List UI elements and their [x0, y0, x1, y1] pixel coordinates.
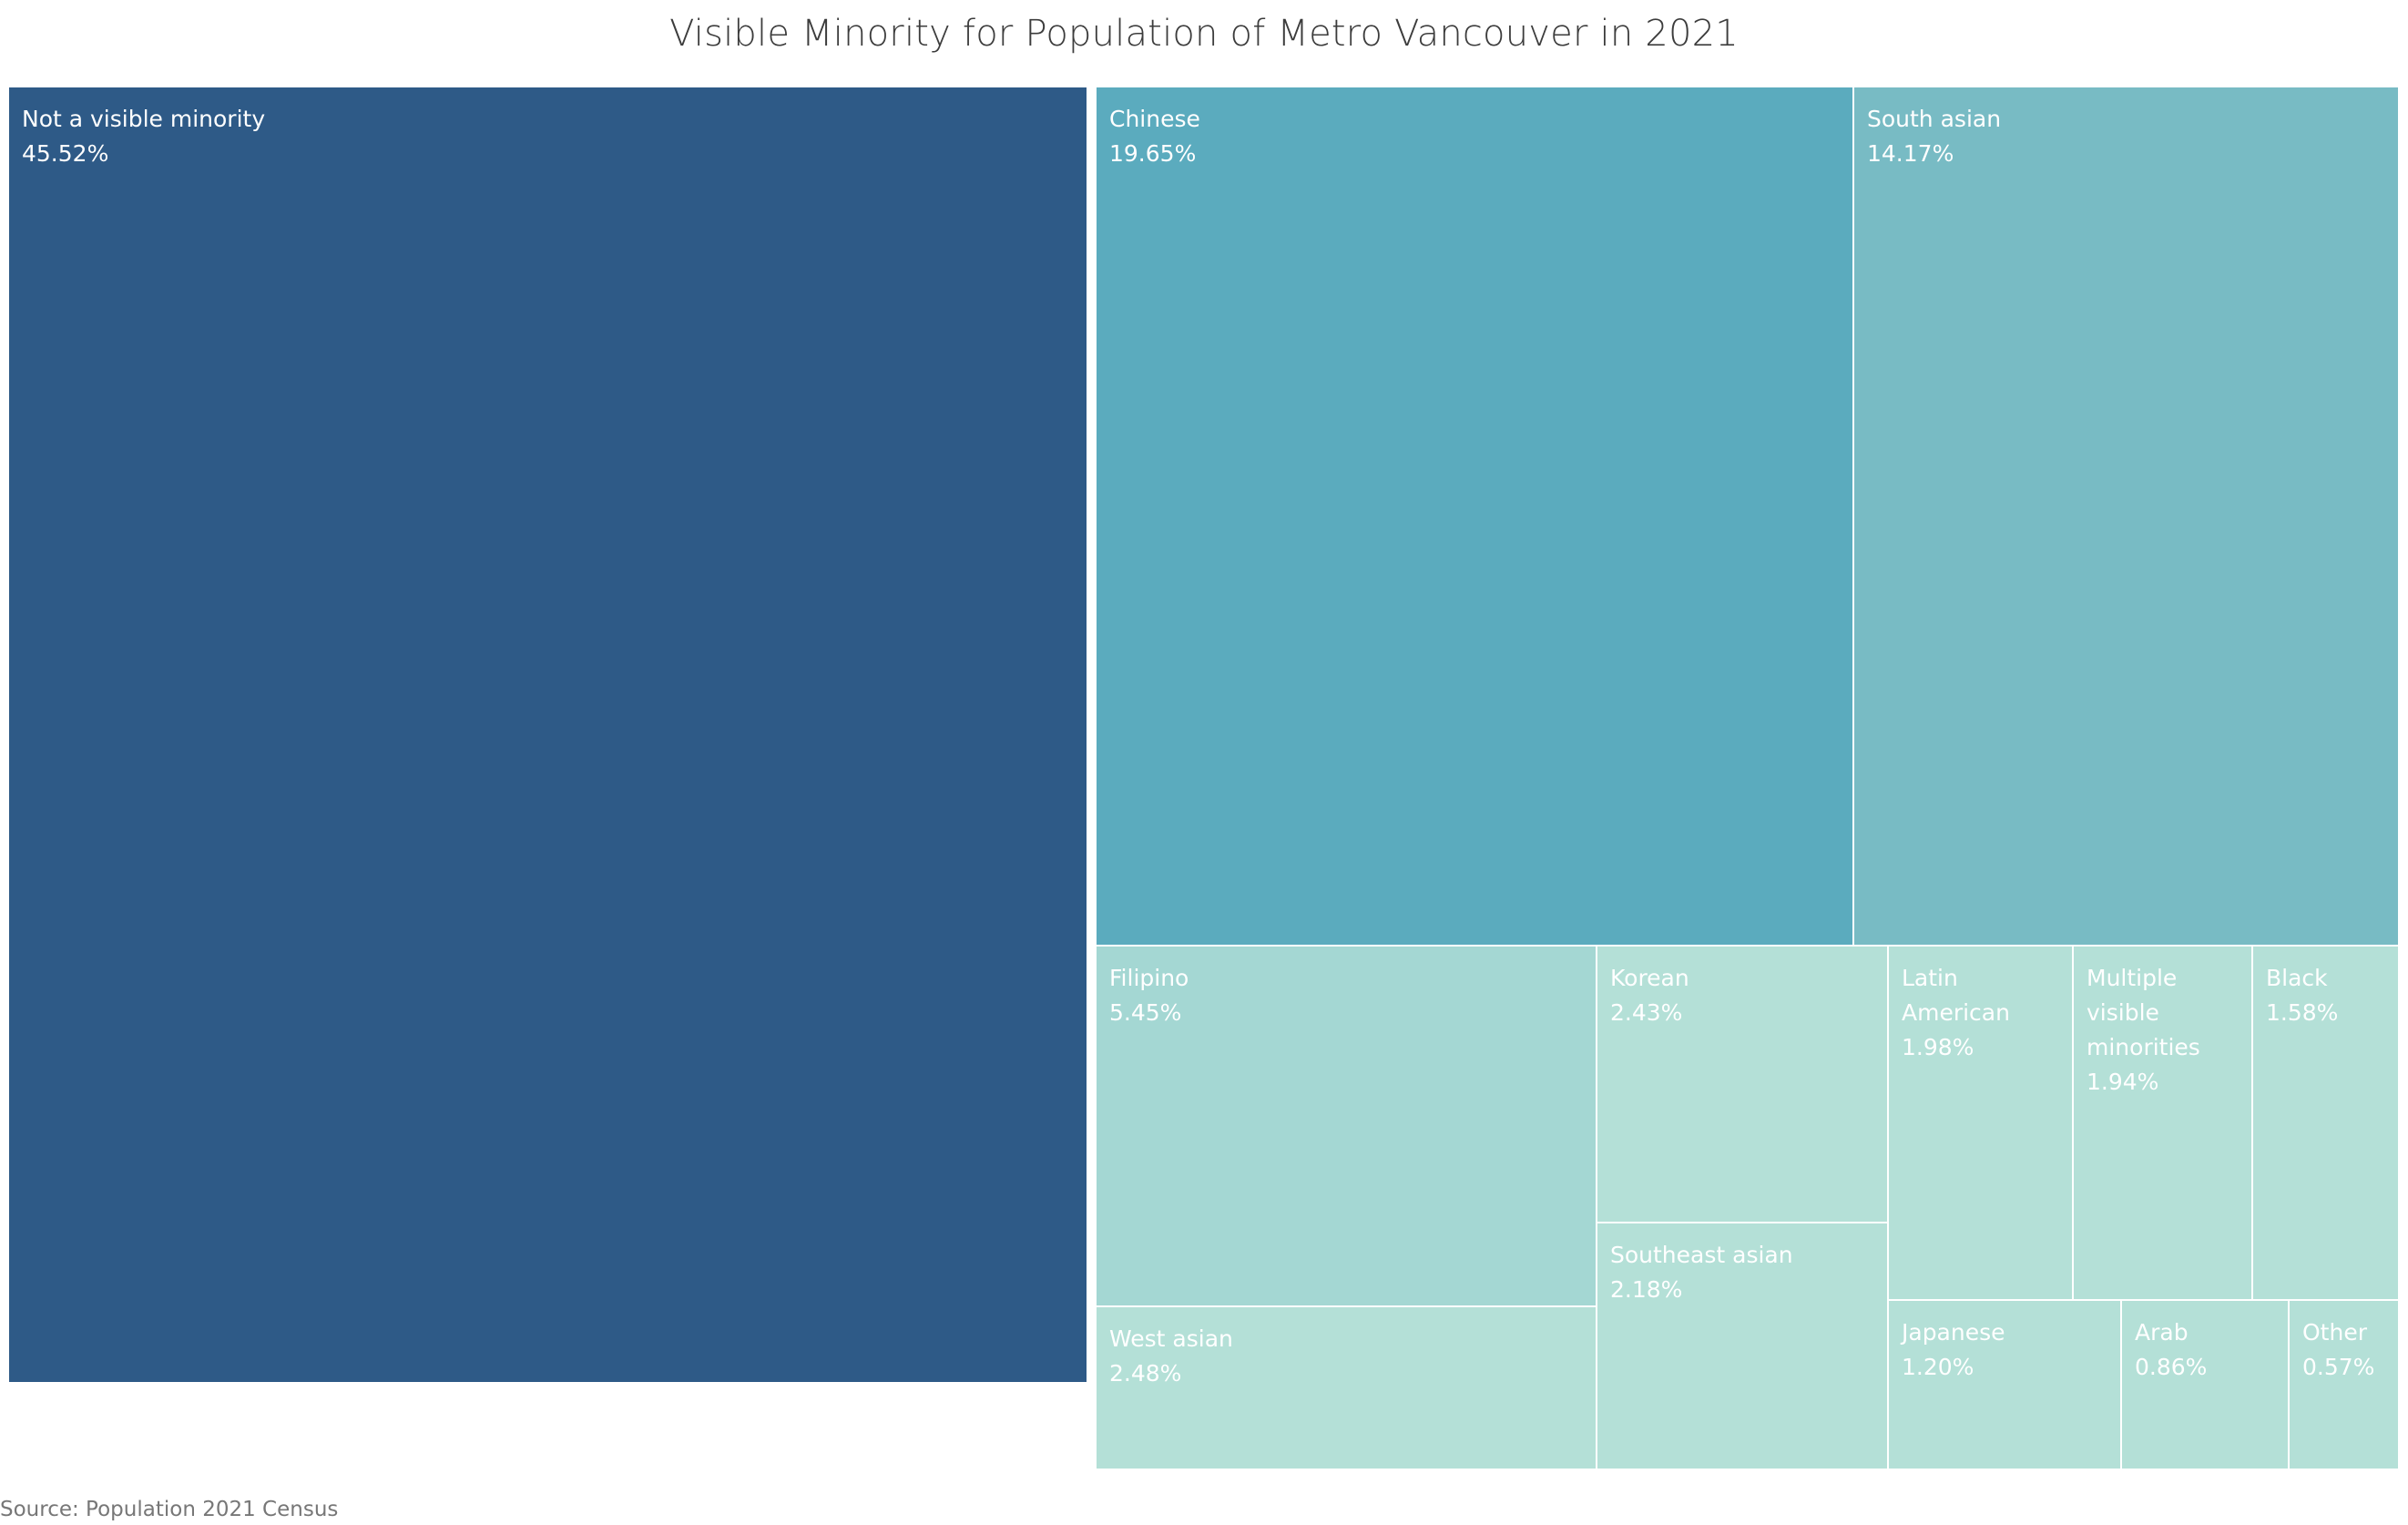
treemap-rect-west-asian — [1095, 1305, 1597, 1470]
tile-category-label: Filipino — [1109, 965, 1189, 991]
treemap-tile-arab: Arab 0.86% — [2120, 1299, 2290, 1470]
tile-value-label: 1.94% — [2087, 1069, 2158, 1095]
tile-category-label: Other — [2302, 1319, 2368, 1346]
treemap-rect-filipino — [1095, 945, 1597, 1307]
treemap-rect-korean — [1596, 945, 1889, 1223]
source-note: Source: Population 2021 Census — [0, 1498, 339, 1521]
tile-value-label: 1.20% — [1902, 1354, 1974, 1380]
tile-category-label: visible — [2087, 999, 2159, 1026]
tile-category-label: Multiple — [2087, 965, 2177, 991]
treemap-rect-black — [2251, 945, 2400, 1301]
treemap-tile-latin-american: Latin American 1.98% — [1887, 945, 2074, 1301]
treemap-rect-south-asian — [1852, 86, 2400, 947]
treemap-rect-japanese — [1887, 1299, 2122, 1470]
tile-value-label: 1.58% — [2266, 999, 2338, 1026]
tile-category-label: Japanese — [1900, 1319, 2005, 1346]
tile-category-label: West asian — [1109, 1325, 1233, 1352]
tile-category-label: Southeast asian — [1610, 1242, 1793, 1268]
tile-value-label: 0.57% — [2302, 1354, 2374, 1380]
tile-value-label: 1.98% — [1902, 1034, 1974, 1060]
treemap-tile-not-a-visible-minority: Not a visible minority 45.52% — [7, 86, 1088, 1384]
treemap-rect-southeast-asian — [1596, 1222, 1889, 1470]
treemap-tile-black: Black 1.58% — [2251, 945, 2400, 1301]
tile-category-label: American — [1902, 999, 2010, 1026]
tile-value-label: 45.52% — [22, 140, 108, 167]
treemap-rect-arab — [2120, 1299, 2290, 1470]
treemap-tile-chinese: Chinese 19.65% — [1095, 86, 1854, 947]
tile-category-label: Korean — [1610, 965, 1689, 991]
tile-category-label: Chinese — [1109, 106, 1200, 132]
tile-value-label: 5.45% — [1109, 999, 1181, 1026]
treemap-tile-multiple-visible-minorities: Multiple visible minorities 1.94% — [2072, 945, 2253, 1301]
tile-category-label: Black — [2266, 965, 2328, 991]
treemap-tile-south-asian: South asian 14.17% — [1852, 86, 2400, 947]
treemap-rect-other — [2288, 1299, 2400, 1470]
chart-title: Visible Minority for Population of Metro… — [669, 13, 1739, 55]
tile-value-label: 0.86% — [2135, 1354, 2207, 1380]
treemap-tile-other: Other 0.57% — [2288, 1299, 2400, 1470]
treemap-tile-korean: Korean 2.43% — [1596, 945, 1889, 1223]
treemap-tile-west-asian: West asian 2.48% — [1095, 1305, 1597, 1470]
treemap-tile-filipino: Filipino 5.45% — [1095, 945, 1597, 1307]
treemap-rect-not-a-visible-minority — [7, 86, 1088, 1384]
treemap-tile-southeast-asian: Southeast asian 2.18% — [1596, 1222, 1889, 1470]
treemap-tile-japanese: Japanese 1.20% — [1887, 1299, 2122, 1470]
tile-value-label: 2.43% — [1610, 999, 1682, 1026]
tile-value-label: 14.17% — [1867, 140, 1954, 167]
tile-category-label: Not a visible minority — [22, 106, 265, 132]
tile-category-label: minorities — [2087, 1034, 2200, 1060]
treemap-tiles: Not a visible minority 45.52% Chinese 19.65… — [7, 86, 2400, 1470]
tile-category-label: Latin — [1902, 965, 1958, 991]
tile-category-label: South asian — [1867, 106, 2001, 132]
treemap-rect-chinese — [1095, 86, 1854, 947]
tile-value-label: 2.48% — [1109, 1360, 1181, 1387]
tile-value-label: 2.18% — [1610, 1276, 1682, 1303]
tile-category-label: Arab — [2135, 1319, 2189, 1346]
tile-value-label: 19.65% — [1109, 140, 1196, 167]
